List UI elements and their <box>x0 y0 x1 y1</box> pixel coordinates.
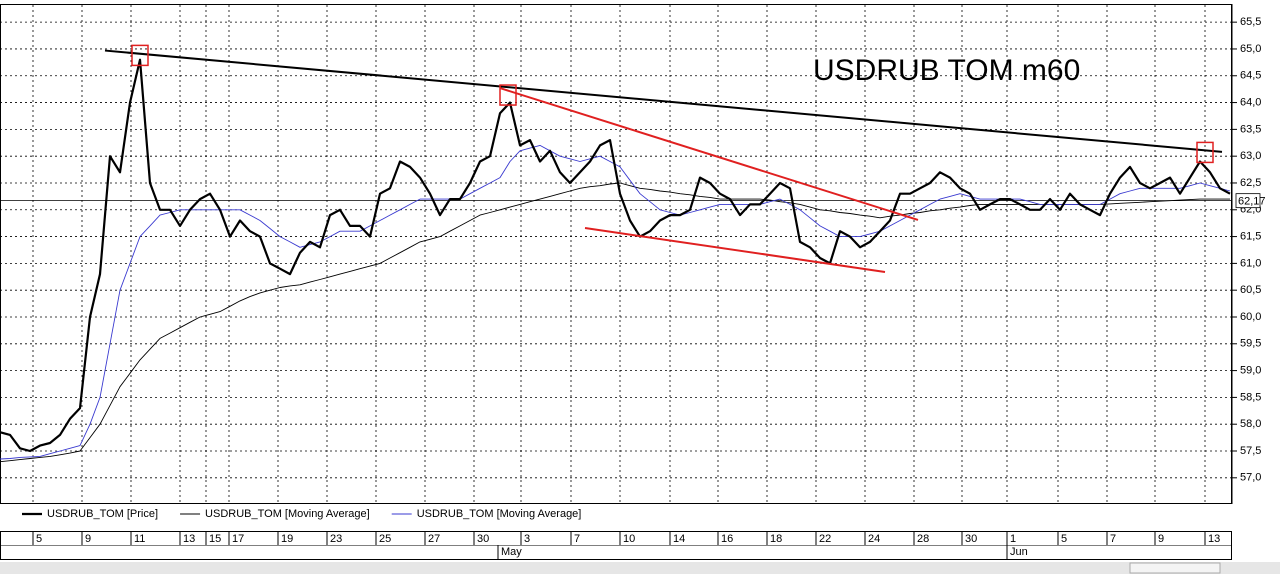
x-tick-label: 17 <box>232 533 244 545</box>
trend-line <box>584 227 886 273</box>
x-tick-label: 30 <box>477 533 489 545</box>
y-tick-label: 65,5 <box>1240 16 1261 28</box>
scroll-thumb[interactable] <box>1129 562 1221 574</box>
peak-marker <box>1196 141 1214 164</box>
trend-line <box>104 49 1223 153</box>
x-tick-label: 28 <box>917 533 929 545</box>
y-tick-label: 62,5 <box>1240 177 1261 189</box>
x-tick-label: 18 <box>770 533 782 545</box>
x-tick-label: 25 <box>379 533 391 545</box>
y-tick-label: 64,5 <box>1240 70 1261 82</box>
y-tick-label: 60,5 <box>1240 284 1261 296</box>
x-tick-label: 5 <box>1061 533 1067 545</box>
legend: USDRUB_TOM [Price] USDRUB_TOM [Moving Ave… <box>22 508 581 520</box>
last-price-box <box>1235 193 1261 209</box>
scrollbar[interactable] <box>0 562 1280 574</box>
month-label: May <box>501 546 522 558</box>
x-tick-label: 15 <box>209 533 221 545</box>
y-tick-label: 58,5 <box>1240 391 1261 403</box>
y-tick-label: 65,0 <box>1240 43 1261 55</box>
legend-label: USDRUB_TOM [Price] <box>47 508 158 520</box>
trend-line <box>499 87 919 221</box>
x-tick-label: 7 <box>574 533 580 545</box>
y-tick-label: 58,0 <box>1240 418 1261 430</box>
y-tick-label: 63,5 <box>1240 123 1261 135</box>
y-tick-label: 59,0 <box>1240 364 1261 376</box>
x-tick-label: 24 <box>868 533 880 545</box>
price-line <box>0 182 1230 463</box>
x-tick-label: 13 <box>1208 533 1220 545</box>
x-tick-label: 9 <box>85 533 91 545</box>
x-tick-label: 19 <box>281 533 293 545</box>
x-tick-label: 27 <box>428 533 440 545</box>
x-tick-label: 16 <box>721 533 733 545</box>
x-tick-label: 14 <box>673 533 685 545</box>
x-tick-label: 30 <box>965 533 977 545</box>
month-label: Jun <box>1010 546 1028 558</box>
x-tick-label: 1 <box>1010 533 1016 545</box>
x-tick-label: 11 <box>134 533 145 545</box>
x-tick-label: 9 <box>1158 533 1164 545</box>
y-tick-label: 57,0 <box>1240 472 1261 484</box>
legend-label: USDRUB_TOM [Moving Average] <box>205 508 370 520</box>
y-tick-label: 61,0 <box>1240 257 1261 269</box>
x-tick-label: 7 <box>1110 533 1116 545</box>
x-tick-label: 13 <box>183 533 195 545</box>
legend-label: USDRUB_TOM [Moving Average] <box>417 508 582 520</box>
x-tick-label: 3 <box>524 533 530 545</box>
x-tick-label: 23 <box>330 533 342 545</box>
chart-title: USDRUB TOM m60 <box>813 54 1080 87</box>
x-tick-label: 5 <box>36 533 42 545</box>
y-tick-label: 63,0 <box>1240 150 1261 162</box>
peak-marker <box>131 44 149 67</box>
x-tick-label: 22 <box>819 533 831 545</box>
y-tick-label: 61,5 <box>1240 230 1261 242</box>
y-tick-label: 57,5 <box>1240 445 1261 457</box>
price-line <box>0 58 1231 453</box>
last-price-label: 62,17 <box>1238 196 1266 208</box>
peak-marker <box>499 84 517 106</box>
y-tick-label: 64,0 <box>1240 96 1261 108</box>
y-tick-label: 60,0 <box>1240 311 1261 323</box>
y-tick-label: 59,5 <box>1240 338 1261 350</box>
x-tick-label: 10 <box>623 533 635 545</box>
